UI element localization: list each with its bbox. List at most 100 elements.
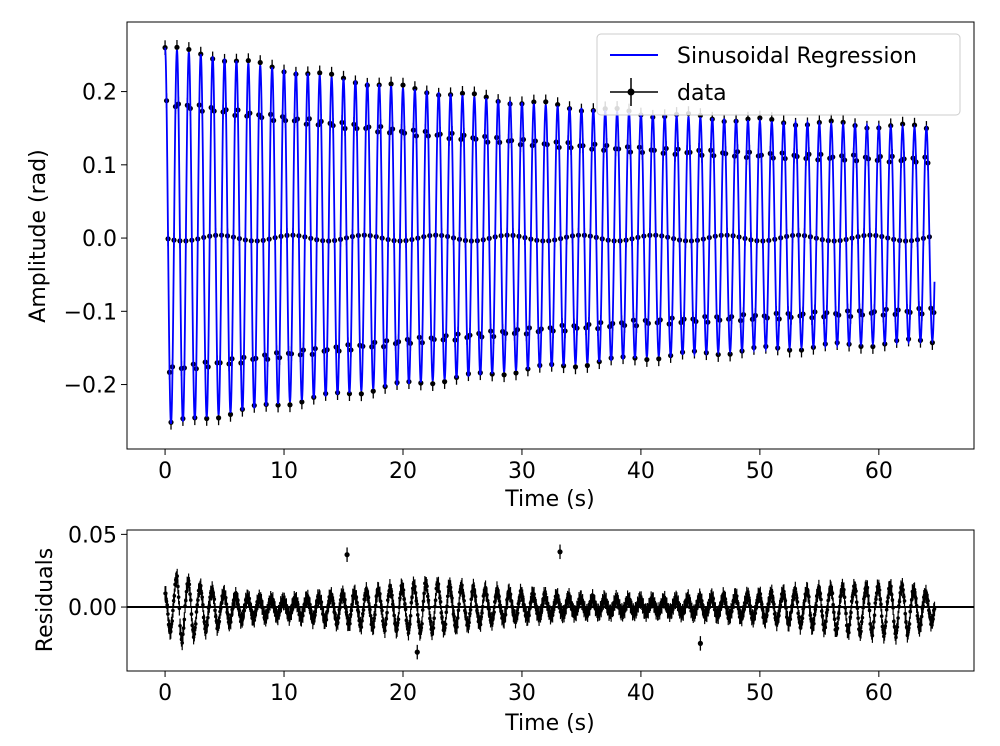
residual-point [824, 614, 828, 629]
residual-point [401, 582, 406, 598]
residual-point [196, 592, 200, 608]
main-x-tick-label: 40 [627, 459, 655, 484]
residual-point [189, 606, 194, 622]
residual-point [433, 592, 438, 608]
residual-point [380, 603, 384, 618]
residual-outlier [557, 544, 563, 560]
residual-point [842, 589, 847, 605]
residual-point [420, 602, 425, 618]
residual-point [877, 582, 882, 598]
residual-point [348, 616, 352, 631]
residuals-x-tick-label: 50 [746, 681, 774, 706]
residual-point [825, 602, 830, 618]
main-x-tick-label: 30 [508, 459, 536, 484]
residuals-x-tick-label: 30 [508, 681, 536, 706]
residual-point [919, 617, 923, 633]
residuals-y-tick-label: 0.00 [68, 596, 117, 621]
residual-point [835, 620, 840, 636]
residual-point [872, 607, 877, 623]
residuals-x-tick-label: 60 [865, 681, 893, 706]
residual-point [462, 593, 466, 609]
main-x-tick-label: 20 [389, 459, 417, 484]
residual-point [879, 608, 884, 624]
residual-point [431, 620, 436, 636]
legend-box [596, 33, 961, 116]
legend-entry-data: data [677, 81, 727, 106]
residual-point [171, 603, 175, 618]
regression-line [164, 47, 936, 424]
residual-point [859, 624, 863, 639]
residual-point [403, 602, 408, 617]
residual-point [452, 609, 456, 624]
residual-point [790, 597, 795, 613]
residual-point [443, 617, 448, 632]
residual-point [812, 616, 816, 631]
residual-point [166, 606, 170, 622]
residual-point [366, 590, 371, 605]
residuals-x-label: Time (s) [504, 711, 594, 736]
residuals-x-ticks: 0 10 20 30 40 50 60 [158, 671, 893, 706]
residual-point [457, 596, 461, 612]
residual-point [217, 614, 222, 629]
residual-point [420, 616, 424, 632]
residual-point [432, 610, 436, 626]
residual-point [832, 611, 837, 627]
residual-point [183, 593, 188, 608]
residual-point [926, 593, 930, 609]
residual-point [422, 586, 426, 601]
residual-point [188, 592, 193, 608]
residuals-y-tick-label: 0.05 [68, 523, 117, 548]
residual-point [236, 592, 240, 608]
legend-data-marker [627, 88, 635, 96]
residual-point [172, 588, 177, 604]
residual-point [336, 610, 341, 626]
residual-point [425, 579, 429, 594]
residual-point [410, 590, 414, 605]
main-x-tick-label: 0 [158, 459, 172, 484]
main-y-tick-label: 0.0 [82, 227, 117, 252]
residual-point [895, 619, 900, 635]
residual-point [350, 597, 354, 612]
residual-point [467, 615, 471, 630]
residual-point [884, 614, 888, 630]
residuals-x-tick-label: 10 [270, 681, 298, 706]
residual-point [373, 607, 377, 623]
residual-point [497, 589, 501, 604]
residual-outlier [697, 636, 703, 651]
residuals-data-layer [163, 544, 937, 660]
residual-point [896, 610, 900, 626]
residual-point [903, 606, 908, 621]
residual-point [413, 585, 418, 601]
residual-point [515, 605, 520, 621]
residuals-x-tick-label: 40 [627, 681, 655, 706]
main-axes-frame [126, 21, 975, 450]
main-y-tick-label: 0.1 [82, 154, 117, 179]
residuals-y-label: Residuals [33, 548, 58, 652]
main-y-label: Amplitude (rad) [26, 149, 51, 322]
residual-point [800, 610, 805, 626]
residual-point [180, 635, 184, 651]
residual-point [343, 592, 347, 607]
residual-point [931, 611, 935, 627]
residual-point [860, 610, 865, 625]
main-x-ticks: 0 10 20 30 40 50 60 [158, 449, 893, 484]
residual-point [408, 608, 413, 624]
main-y-tick-label: 0.2 [82, 81, 117, 106]
residual-point [854, 583, 858, 599]
main-plot: 0 10 20 30 40 50 60 0.2 0.1 0.0 −0.1 −0.2 Time (s)… [26, 21, 975, 512]
residuals-plot: 0 10 20 30 40 50 60 0.05 0.00 Time (s) Residual… [33, 523, 975, 736]
residual-point [889, 579, 893, 594]
main-x-tick-label: 10 [270, 459, 298, 484]
main-y-ticks: 0.2 0.1 0.0 −0.1 −0.2 [64, 81, 127, 399]
residual-point [819, 592, 823, 607]
residual-point [886, 590, 890, 605]
main-x-tick-label: 50 [746, 459, 774, 484]
residual-point [313, 607, 317, 623]
residual-point [777, 608, 781, 623]
residuals-x-tick-label: 20 [389, 681, 417, 706]
legend: Sinusoidal Regression data [596, 33, 961, 116]
residual-point [865, 580, 870, 595]
residual-point [445, 589, 450, 604]
residual-point [212, 591, 217, 607]
